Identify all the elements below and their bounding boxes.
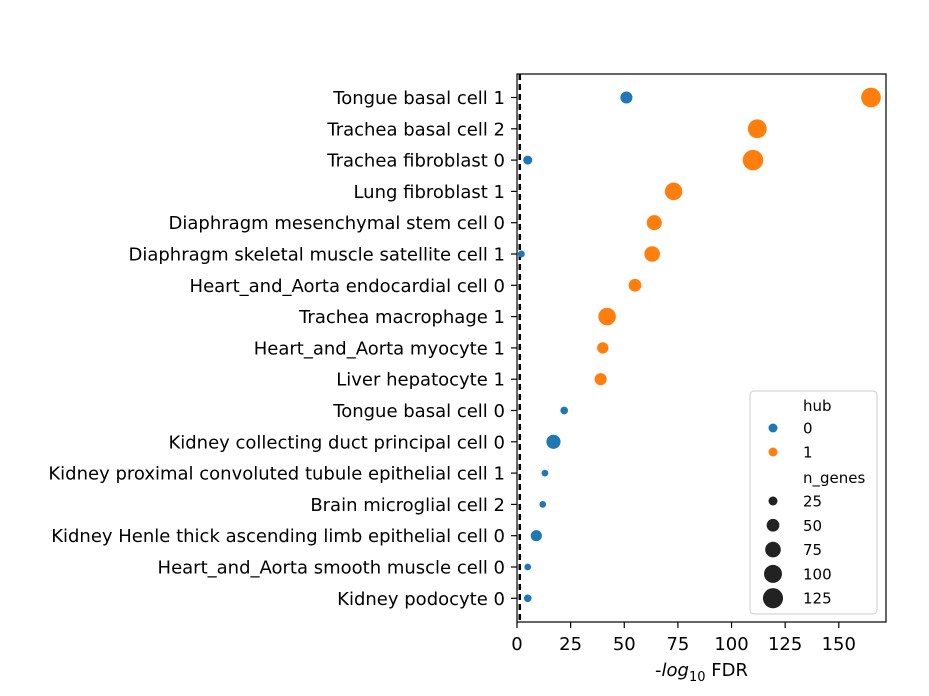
y-tick-label: Trachea macrophage 1 (298, 307, 505, 328)
x-tick-label: 50 (613, 634, 636, 655)
data-point-hub-0 (524, 563, 532, 571)
y-axis-ticks (511, 96, 517, 599)
plot-area-frame (516, 73, 887, 623)
data-point-hub-1 (747, 119, 767, 139)
x-tick-label: 25 (559, 634, 582, 655)
x-tick-label: 125 (768, 634, 802, 655)
legend-hub-title: hub (803, 397, 832, 415)
legend-hub-marker (768, 423, 778, 433)
x-axis-label-subscript: 10 (689, 670, 706, 685)
data-point-hub-0 (517, 250, 525, 258)
legend-size-label: 25 (803, 493, 822, 511)
legend-hub-label: 1 (803, 444, 813, 462)
y-tick-label: Heart_and_Aorta smooth muscle cell 0 (158, 558, 505, 579)
y-tick-label: Trachea basal cell 2 (326, 119, 505, 140)
x-axis-label-prefix: - (655, 660, 662, 681)
legend-hub-marker (768, 447, 778, 457)
y-tick-label: Diaphragm mesenchymal stem cell 0 (169, 213, 505, 234)
y-tick-label: Lung fibroblast 1 (353, 182, 505, 203)
legend-size-marker (764, 564, 782, 583)
y-tick-label: Tongue basal cell 1 (332, 88, 505, 109)
data-point-hub-0 (523, 155, 533, 165)
legend-size-label: 75 (803, 541, 822, 559)
x-axis-label-suffix: FDR (706, 660, 748, 681)
legend-size-label: 125 (803, 590, 832, 608)
legend-size-label: 50 (803, 517, 822, 535)
data-point-hub-1 (742, 149, 764, 171)
y-tick-label: Kidney podocyte 0 (337, 589, 505, 610)
data-point-hub-1 (597, 342, 609, 354)
legend-box (749, 390, 878, 615)
x-axis-label: -log10 FDR (655, 660, 748, 685)
data-point-hub-1 (598, 307, 616, 326)
x-axis-ticks: 0 25 50 75 100 125 150 (511, 622, 856, 655)
data-point-hub-0 (546, 434, 561, 449)
data-point-hub-1 (628, 278, 642, 292)
y-tick-label: Liver hepatocyte 1 (336, 370, 505, 391)
y-tick-label: Kidney collecting duct principal cell 0 (168, 432, 505, 453)
y-tick-label: Brain microglial cell 2 (310, 495, 505, 516)
legend: hub 0 1 n_genes 25 50 75 100 125 (749, 390, 878, 615)
y-tick-label: Heart_and_Aorta endocardial cell 0 (190, 276, 505, 297)
data-point-hub-0 (523, 594, 532, 603)
x-tick-label: 150 (822, 634, 856, 655)
data-point-hub-0 (620, 91, 633, 104)
legend-hub-label: 0 (803, 420, 813, 438)
x-tick-label: 75 (666, 634, 689, 655)
x-tick-label: 0 (511, 634, 522, 655)
legend-size-title: n_genes (803, 469, 865, 488)
legend-size-marker (762, 588, 784, 609)
data-point-hub-0 (530, 530, 542, 542)
y-tick-label: Heart_and_Aorta myocyte 1 (254, 338, 505, 359)
data-points (517, 87, 881, 603)
y-tick-label: Diaphragm skeletal muscle satellite cell… (128, 245, 505, 266)
legend-size-marker (768, 496, 778, 506)
legend-size-marker (765, 541, 781, 558)
data-point-hub-0 (539, 501, 547, 508)
data-point-hub-1 (594, 373, 607, 386)
data-point-hub-1 (664, 182, 683, 201)
y-axis-labels: Tongue basal cell 1 Trachea basal cell 2 T… (48, 88, 505, 610)
y-tick-label: Kidney Henle thick ascending limb epithe… (51, 526, 505, 547)
data-point-hub-1 (861, 87, 881, 108)
legend-size-marker (766, 518, 780, 532)
x-axis-label-log: log (662, 660, 689, 681)
legend-size-label: 100 (803, 565, 832, 583)
data-point-hub-0 (541, 469, 549, 477)
y-tick-label: Kidney proximal convoluted tubule epithe… (48, 464, 505, 485)
data-point-hub-1 (644, 246, 660, 262)
data-point-hub-0 (560, 406, 569, 415)
y-tick-label: Tongue basal cell 0 (332, 401, 505, 422)
y-tick-label: Trachea fibroblast 0 (326, 151, 505, 172)
x-tick-label: 100 (714, 634, 748, 655)
data-point-hub-1 (646, 215, 662, 231)
